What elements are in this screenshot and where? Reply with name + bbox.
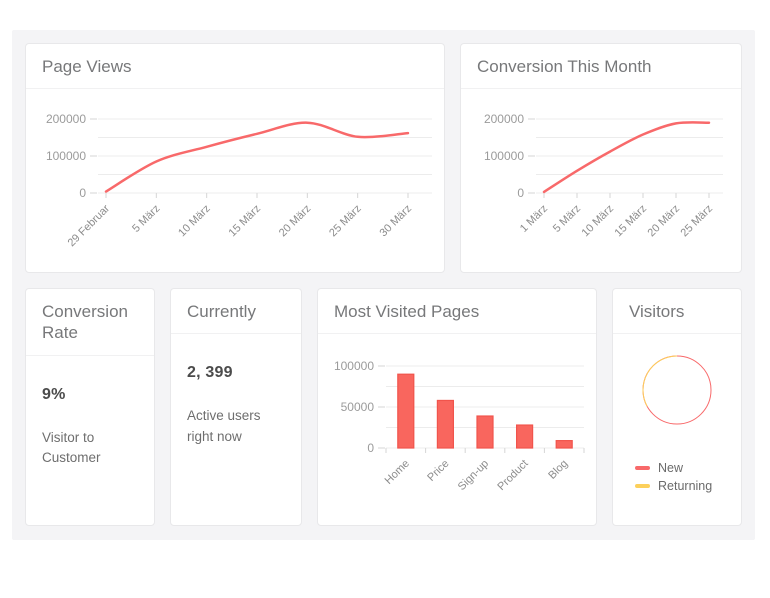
svg-text:5 März: 5 März xyxy=(551,203,583,235)
svg-text:15 März: 15 März xyxy=(613,203,650,240)
svg-text:29 Februar: 29 Februar xyxy=(66,203,113,250)
visitors-donut-chart xyxy=(642,355,712,425)
most-visited-title: Most Visited Pages xyxy=(334,302,480,321)
top-row: Page Views 0 100000 200000 29 Februar 5 März… xyxy=(25,43,742,273)
svg-text:Product: Product xyxy=(495,458,530,493)
svg-text:30 März: 30 März xyxy=(378,203,415,240)
svg-text:10 März: 10 März xyxy=(176,203,213,240)
most-visited-card: Most Visited Pages 0 50000 100000 Home Price… xyxy=(317,288,597,526)
page-views-header: Page Views xyxy=(26,44,444,90)
svg-text:Sign-up: Sign-up xyxy=(456,458,491,493)
svg-text:5 März: 5 März xyxy=(130,203,162,235)
conversion-rate-body: 9% Visitor to Customer xyxy=(26,356,154,470)
currently-header: Currently xyxy=(171,289,301,335)
visitors-card: Visitors New Returning xyxy=(612,288,742,526)
currently-card: Currently 2, 399 Active users right now xyxy=(170,288,302,526)
visitors-header: Visitors xyxy=(613,289,741,335)
most-visited-header: Most Visited Pages xyxy=(318,289,596,335)
conversion-rate-title: Conversion Rate xyxy=(42,302,128,343)
conversion-month-title: Conversion This Month xyxy=(477,57,652,76)
svg-text:100000: 100000 xyxy=(46,149,86,163)
svg-text:100000: 100000 xyxy=(484,149,524,163)
svg-text:200000: 200000 xyxy=(484,112,524,126)
bottom-row: Conversion Rate 9% Visitor to Customer C… xyxy=(25,288,742,526)
svg-text:Price: Price xyxy=(425,458,451,484)
svg-text:0: 0 xyxy=(517,186,524,200)
svg-text:0: 0 xyxy=(79,186,86,200)
svg-text:25 März: 25 März xyxy=(679,203,716,240)
conversion-month-card: Conversion This Month 0 100000 200000 1 Mär… xyxy=(460,43,742,273)
page-views-title: Page Views xyxy=(42,57,132,76)
svg-text:1 März: 1 März xyxy=(518,203,550,235)
svg-text:Blog: Blog xyxy=(546,458,570,482)
most-visited-chart-body: 0 50000 100000 Home Price Sign-up Product Blog xyxy=(318,334,596,525)
svg-text:100000: 100000 xyxy=(334,359,374,373)
conversion-month-chart-body: 0 100000 200000 1 März 5 März 10 März 15 März 2… xyxy=(461,89,741,272)
conversion-rate-header: Conversion Rate xyxy=(26,289,154,356)
legend-item-new[interactable]: New xyxy=(635,461,741,475)
svg-text:25 März: 25 März xyxy=(327,203,364,240)
visitors-chart-body: New Returning xyxy=(613,334,741,493)
svg-text:50000: 50000 xyxy=(341,400,375,414)
svg-text:Home: Home xyxy=(383,458,412,487)
currently-subtitle: Active users right now xyxy=(187,408,261,445)
svg-text:200000: 200000 xyxy=(46,112,86,126)
legend-item-returning[interactable]: Returning xyxy=(635,479,741,493)
dashboard-panel: Page Views 0 100000 200000 29 Februar 5 März… xyxy=(12,30,755,540)
conversion-rate-value: 9% xyxy=(42,385,66,403)
returning-series-label: Returning xyxy=(658,479,713,494)
page-views-chart-body: 0 100000 200000 29 Februar 5 März 10 März 15 M… xyxy=(26,89,444,272)
page-views-card: Page Views 0 100000 200000 29 Februar 5 März… xyxy=(25,43,445,273)
currently-title: Currently xyxy=(187,302,256,321)
page-views-line-chart: 0 100000 200000 29 Februar 5 März 10 März 15 M… xyxy=(46,112,432,250)
conversion-rate-card: Conversion Rate 9% Visitor to Customer xyxy=(25,288,155,526)
svg-text:20 März: 20 März xyxy=(277,203,314,240)
conversion-rate-subtitle: Visitor to Customer xyxy=(42,429,101,466)
visitors-legend: New Returning xyxy=(613,461,741,493)
most-visited-bar-chart: 0 50000 100000 Home Price Sign-up Product Blog xyxy=(334,359,585,493)
svg-text:20 März: 20 März xyxy=(646,203,683,240)
svg-text:0: 0 xyxy=(367,441,374,455)
visitors-title: Visitors xyxy=(629,302,685,321)
svg-text:10 März: 10 März xyxy=(580,203,617,240)
returning-series-swatch xyxy=(635,484,650,489)
svg-text:15 März: 15 März xyxy=(227,203,264,240)
new-series-label: New xyxy=(658,461,684,476)
currently-value: 2, 399 xyxy=(187,364,233,382)
currently-body: 2, 399 Active users right now xyxy=(171,334,301,448)
new-series-swatch xyxy=(635,466,650,471)
conversion-month-header: Conversion This Month xyxy=(461,44,741,90)
